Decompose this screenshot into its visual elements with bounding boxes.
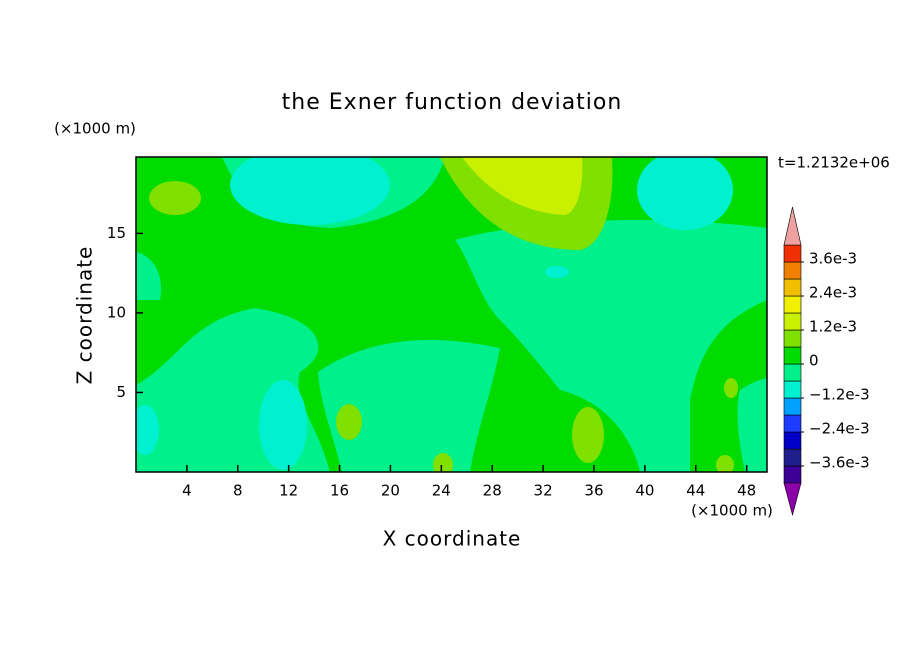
contour-field (136, 157, 767, 472)
colorbar-box (783, 329, 802, 348)
colorbar-box (783, 465, 802, 484)
x-tick-label: 16 (330, 482, 349, 500)
colorbar-tick-label: −3.6e-3 (809, 454, 870, 472)
colorbar-tick-label: 3.6e-3 (809, 250, 857, 268)
x-tick-label: 12 (279, 482, 298, 500)
colorbar-over (783, 206, 802, 246)
colorbar-tick-label: −1.2e-3 (809, 386, 870, 404)
x-tick-label: 44 (686, 482, 705, 500)
colorbar-box (783, 346, 802, 365)
colorbar-under (783, 482, 802, 517)
colorbar-box (783, 278, 802, 297)
colorbar-tick-label: −2.4e-3 (809, 420, 870, 438)
colorbar-tick-label: 1.2e-3 (809, 318, 857, 336)
y-tick-label: 5 (116, 383, 126, 401)
x-tick-label: 32 (534, 482, 553, 500)
colorbar-box (783, 448, 802, 467)
colorbar-box (783, 244, 802, 263)
colorbar-box (783, 261, 802, 280)
x-tick-label: 36 (584, 482, 603, 500)
x-tick-label: 48 (737, 482, 756, 500)
colorbar-box (783, 312, 802, 331)
colorbar-box (783, 431, 802, 450)
y-tick-label: 10 (107, 303, 126, 321)
colorbar-box (783, 414, 802, 433)
chart-title: the Exner function deviation (282, 90, 623, 115)
x-unit: (×1000 m) (691, 502, 773, 520)
annotation: t=1.2132e+06 (778, 154, 890, 172)
x-tick-label: 4 (182, 482, 192, 500)
x-tick-label: 28 (483, 482, 502, 500)
x-tick-label: 8 (233, 482, 243, 500)
colorbar-box (783, 295, 802, 314)
y-unit: (×1000 m) (54, 120, 136, 138)
x-tick-label: 24 (432, 482, 451, 500)
y-tick-label: 15 (107, 224, 126, 242)
colorbar-tick-label: 2.4e-3 (809, 284, 857, 302)
x-tick-label: 40 (635, 482, 654, 500)
x-axis-label: X coordinate (383, 527, 522, 551)
x-tick-label: 20 (381, 482, 400, 500)
colorbar-box (783, 397, 802, 416)
plot-frame (135, 156, 768, 473)
colorbar-tick-label: 0 (809, 352, 819, 370)
y-axis-label: Z coordinate (73, 246, 97, 385)
colorbar-box (783, 380, 802, 399)
colorbar-box (783, 363, 802, 382)
